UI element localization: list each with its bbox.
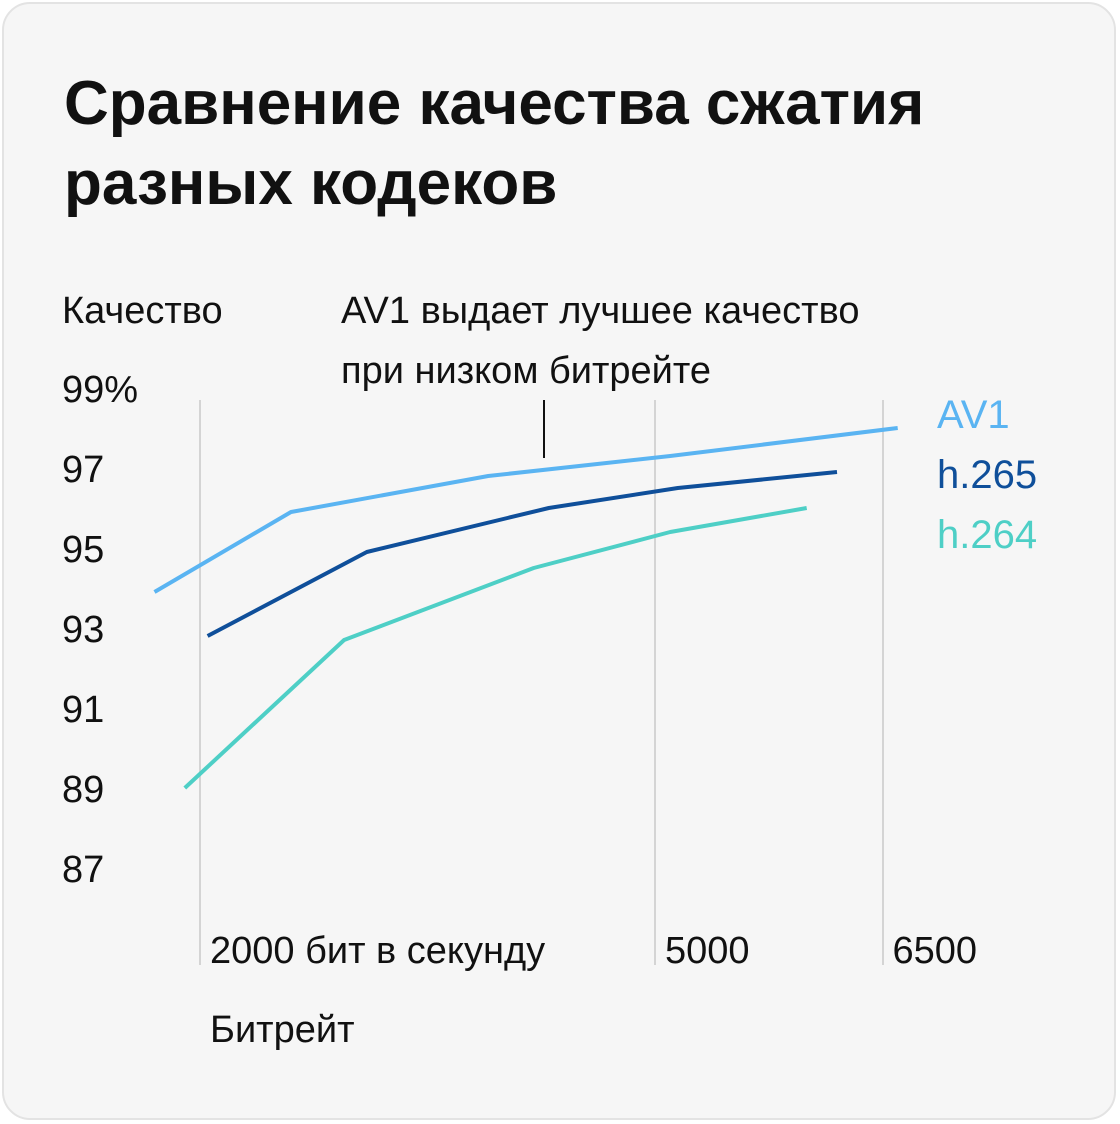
y-tick-label: 91 xyxy=(62,689,104,731)
series-line-h265 xyxy=(206,470,838,638)
x-tick-label: 2000 бит в секунду xyxy=(210,930,545,972)
series-line-h264 xyxy=(183,506,808,790)
y-tick-label: 93 xyxy=(62,609,104,651)
chart-title: Сравнение качества сжатия разных кодеков xyxy=(64,69,925,218)
annotation-line-2: при низком битрейте xyxy=(341,350,711,392)
grid-lines xyxy=(199,400,884,965)
annotation-line-1: AV1 выдает лучшее качество xyxy=(341,290,859,332)
legend-label-av1: AV1 xyxy=(937,393,1010,437)
x-axis-label: Битрейт xyxy=(210,1009,354,1051)
series-lines xyxy=(153,426,898,790)
y-tick-label: 95 xyxy=(62,529,104,571)
legend-label-h265: h.265 xyxy=(937,453,1037,497)
y-axis-label: Качество xyxy=(62,290,223,332)
x-tick-label: 6500 xyxy=(893,930,978,972)
legend-label-h264: h.264 xyxy=(937,513,1037,557)
y-tick-label: 87 xyxy=(62,849,104,891)
y-tick-label: 99% xyxy=(62,369,138,411)
series-line-av1 xyxy=(153,426,898,594)
y-tick-label: 97 xyxy=(62,449,104,491)
labels: Качество 99% 97 95 93 91 89 87 2000 бит в секунд… xyxy=(62,290,1037,1051)
y-tick-label: 89 xyxy=(62,769,104,811)
x-tick-label: 5000 xyxy=(665,930,750,972)
